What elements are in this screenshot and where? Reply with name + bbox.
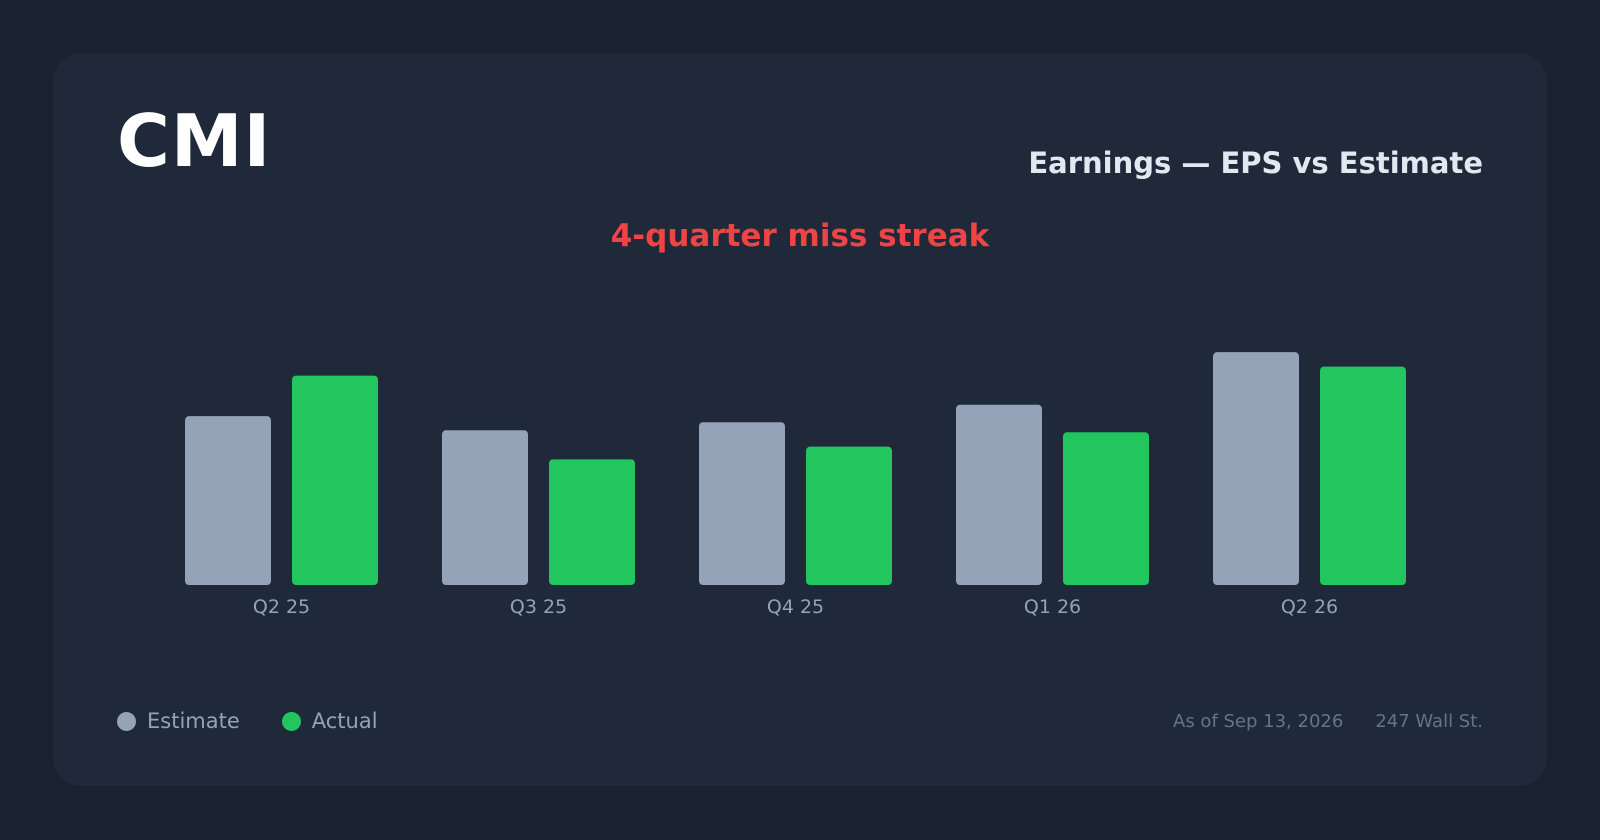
- bar-estimate-q1-26: [956, 404, 1042, 585]
- as-of-date: As of Sep 13, 2026: [1173, 711, 1344, 732]
- chart-card: CMI Earnings — EPS vs Estimate 4-quarter…: [53, 53, 1547, 786]
- bar-actual-q3-25: [549, 459, 635, 585]
- legend-label-estimate: Estimate: [147, 709, 240, 733]
- bar-actual-q4-25: [806, 446, 892, 585]
- legend-swatch-estimate: [117, 711, 136, 731]
- x-tick-label: Q2 26: [1281, 596, 1338, 618]
- x-tick-label: Q4 25: [767, 596, 824, 618]
- bar-actual-q2-26: [1320, 366, 1406, 585]
- eps-bar-chart: Q2 25 Q3 25 Q4 25 Q1 26 Q2 26: [185, 352, 1406, 618]
- legend-label-actual: Actual: [311, 709, 378, 733]
- legend-swatch-actual: [281, 711, 301, 731]
- source-label: 247 Wall St.: [1375, 711, 1483, 732]
- bar-actual-q1-26: [1063, 432, 1149, 585]
- x-tick-label: Q3 25: [510, 596, 567, 618]
- bar-estimate-q2-25: [185, 416, 271, 585]
- bar-actual-q2-25: [292, 375, 378, 585]
- chart-legend: Estimate Actual: [117, 709, 420, 733]
- bar-estimate-q2-26: [1213, 352, 1299, 585]
- bar-estimate-q4-25: [699, 422, 785, 585]
- x-tick-label: Q1 26: [1024, 596, 1081, 618]
- legend-item-actual: Actual: [281, 709, 378, 733]
- ticker-symbol: CMI: [117, 99, 272, 183]
- chart-footer: As of Sep 13, 2026 247 Wall St.: [1173, 711, 1483, 732]
- legend-item-estimate: Estimate: [117, 709, 240, 733]
- bar-estimate-q3-25: [442, 430, 528, 585]
- miss-streak-label: 4-quarter miss streak: [610, 218, 990, 254]
- chart-subtitle: Earnings — EPS vs Estimate: [1028, 146, 1483, 180]
- x-tick-label: Q2 25: [253, 596, 310, 618]
